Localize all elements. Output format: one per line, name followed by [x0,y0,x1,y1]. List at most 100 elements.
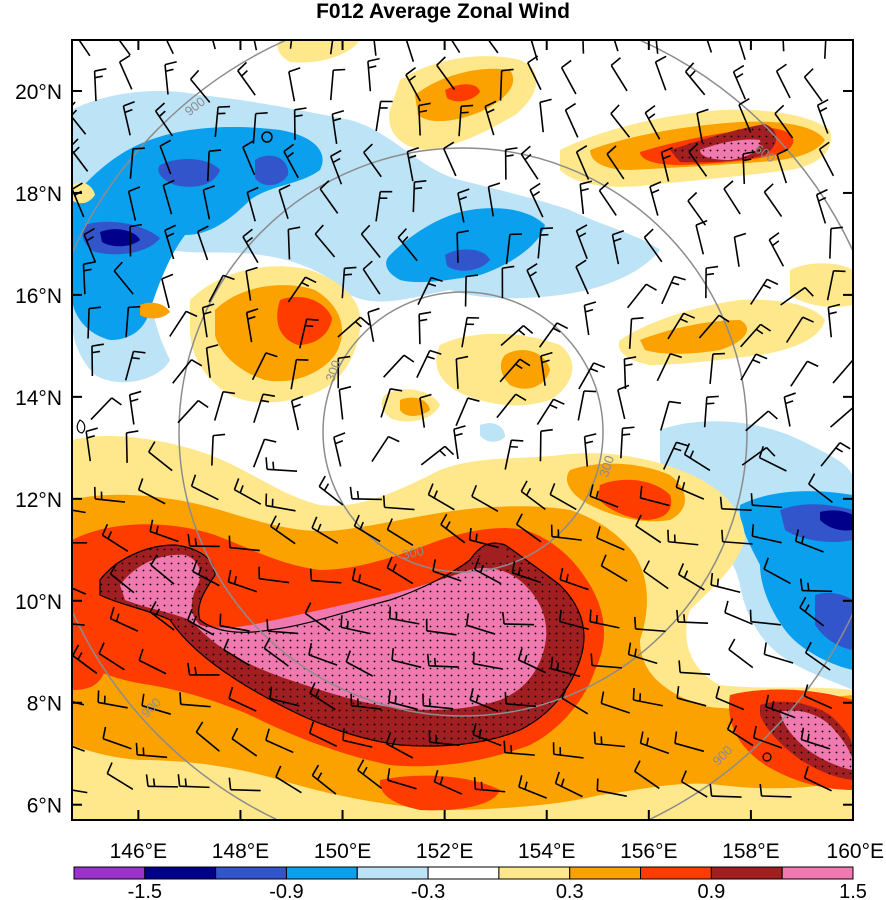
shading-n1_2 [255,155,289,186]
shading-p0_9 [598,479,672,520]
colorbar-label: -1.5 [128,881,162,900]
wind-barb [211,40,216,50]
wind-barb [500,325,534,347]
wind-barb [252,112,268,144]
colorbar-label: -0.9 [269,881,303,900]
wind-barb [428,730,460,747]
wind-barb [643,560,669,590]
shading-p0_3 [72,182,95,204]
wind-barb [72,101,87,135]
wind-barb [550,656,581,678]
wind-barb [549,483,577,511]
wind-barb [660,400,682,431]
wind-barb [715,686,745,711]
wind-barb [331,110,345,144]
wind-barb [688,143,708,177]
wind-barb [560,59,577,95]
wind-barb [245,308,259,343]
colorbar-label: 1.5 [839,881,867,900]
wind-barb [808,473,833,504]
lon-tick-label: 154°E [518,840,575,863]
wind-barb [589,484,619,508]
wind-barb [758,446,787,472]
colorbar-swatch [427,866,500,880]
map-title: F012 Average Zonal Wind [316,0,570,23]
wind-barb [709,784,742,798]
wind-barb [639,731,670,755]
wind-barb [125,305,141,338]
wind-barb [816,98,829,134]
wind-barb [457,188,470,223]
wind-barb [109,563,135,594]
wind-barb [351,568,382,592]
wind-barb [124,350,146,381]
wind-barb [780,286,814,306]
wind-barb [202,185,215,220]
colorbar-swatch [73,866,146,880]
wind-barb [252,438,277,468]
wind-barb [78,40,91,57]
wind-barb [98,642,125,671]
wind-barb [169,310,198,337]
wind-barb [639,485,670,507]
wind-barb [192,559,220,587]
small-contour-circle [762,752,772,762]
wind-barb [505,233,522,265]
shading-p0_6 [500,350,550,389]
wind-barb [632,687,663,707]
wind-barb [283,143,299,179]
wind-barb [660,147,673,182]
wind-barb [287,276,317,303]
wind-barb [763,183,783,218]
wind-barb [606,145,625,180]
wind-barb [179,692,211,708]
stipple-significance [100,543,584,747]
wind-barb [583,301,597,336]
plot-frame [71,39,854,821]
wind-barb [803,766,832,792]
wind-barb [388,689,419,711]
wind-barb [752,725,783,749]
lat-tick-label: 18°N [15,183,62,206]
shading-p0_6 [140,302,170,319]
wind-barb [575,259,590,295]
wind-barb [539,98,552,133]
wind-barb [246,186,259,222]
wind-barb [600,554,628,582]
lon-tick-label: 160°E [827,840,884,863]
shading-p0_9 [277,296,332,345]
wind-barb [453,425,466,460]
wind-barb [288,67,301,102]
wind-barb [738,97,752,133]
colorbar: -1.5 -0.9 -0.3 0.3 0.9 1.5 [73,866,867,900]
wind-barb [223,638,250,667]
lat-tick-label: 6°N [27,795,62,818]
wind-barb [728,638,754,669]
wind-barb [87,306,102,339]
wind-barb [164,61,177,95]
wind-barb [149,519,179,543]
wind-barb [363,143,382,178]
wind-barb [676,609,709,624]
wind-barb [623,356,637,390]
wind-barb [397,228,418,262]
wind-barb [269,686,300,707]
wind-barb [774,104,794,139]
wind-barb [818,141,835,177]
wind-barb [253,393,276,423]
wind-barb [418,311,432,345]
wind-barb [129,223,142,257]
wind-barb [383,354,415,378]
wind-barb [422,693,454,710]
wind-barb [375,100,393,132]
wind-barb [278,184,291,220]
wind-barb [683,443,711,472]
wind-barb [823,40,827,59]
wind-barb [579,180,593,215]
wind-barb [265,457,298,472]
wind-barb [427,483,455,511]
wind-barb [201,303,215,338]
wind-barb [654,55,667,91]
wind-barb [526,263,541,298]
wind-barb [251,352,278,381]
